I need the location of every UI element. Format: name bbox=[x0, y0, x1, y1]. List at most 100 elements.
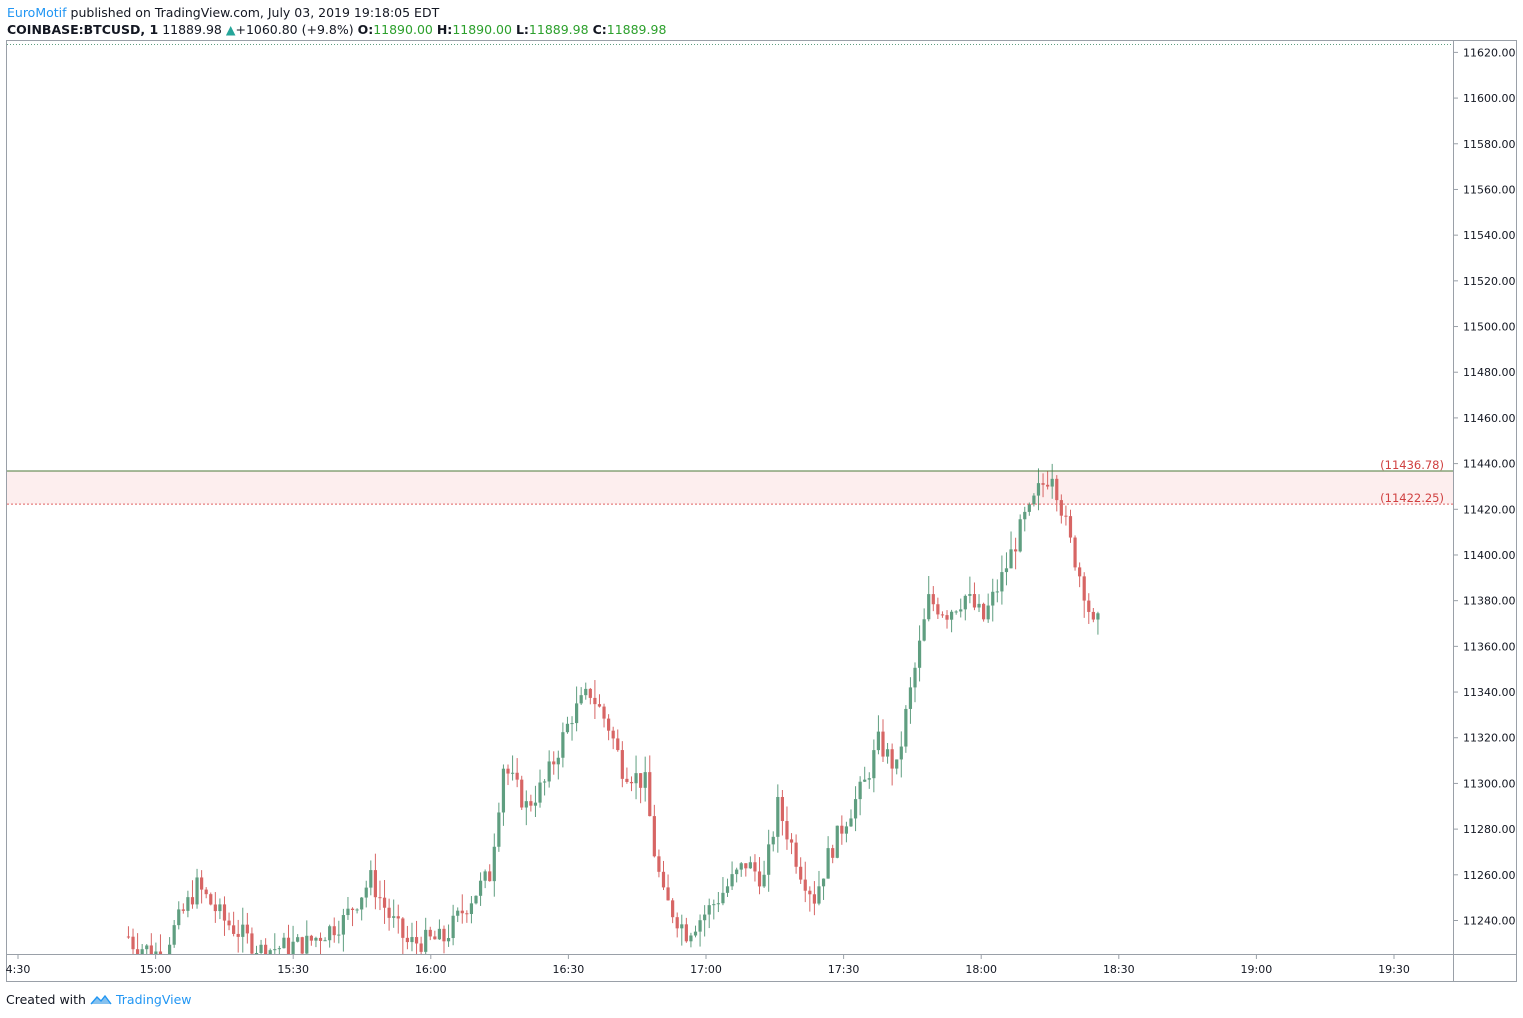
candle-body-up bbox=[186, 897, 190, 911]
candle-body-up bbox=[908, 687, 913, 709]
candle-body-down bbox=[401, 918, 405, 938]
plot-border bbox=[6, 40, 1517, 982]
candle-body-up bbox=[853, 799, 858, 819]
candle-body-up bbox=[282, 937, 286, 949]
candle-body-down bbox=[931, 594, 935, 605]
candle-body-up bbox=[501, 768, 506, 813]
candle-body-up bbox=[1004, 568, 1009, 573]
last-price: 11889.98 bbox=[162, 22, 222, 37]
candle-body-up bbox=[337, 934, 341, 936]
candle-body-down bbox=[300, 937, 304, 954]
time-tick-label: 16:00 bbox=[415, 963, 447, 976]
price-chart[interactable]: (11436.78) (11422.25) 11620.0011600.0011… bbox=[0, 0, 1523, 990]
candle-body-up bbox=[1032, 495, 1036, 505]
candle-body-up bbox=[570, 723, 574, 725]
candle-body-down bbox=[629, 781, 634, 784]
candle-body-up bbox=[872, 750, 876, 779]
candle-body-down bbox=[309, 935, 313, 941]
price-tick-label: 11540.00 bbox=[1463, 229, 1516, 242]
candle-body-down bbox=[488, 871, 492, 882]
candle-body-down bbox=[753, 862, 757, 872]
candle-body-up bbox=[177, 909, 181, 926]
candle-body-down bbox=[200, 877, 204, 890]
price-tick-label: 11400.00 bbox=[1463, 549, 1516, 562]
candle-body-down bbox=[378, 897, 382, 899]
candle-body-down bbox=[1091, 611, 1095, 620]
tradingview-link[interactable]: TradingView bbox=[115, 992, 192, 1007]
close-value: 11889.98 bbox=[606, 22, 667, 37]
candle-body-up bbox=[1096, 613, 1100, 620]
candle-body-up bbox=[218, 904, 222, 912]
candle-body-down bbox=[1059, 500, 1063, 516]
candle-body-down bbox=[190, 897, 195, 905]
candle-body-down bbox=[620, 750, 624, 779]
candle-body-down bbox=[1055, 478, 1059, 501]
candle-body-down bbox=[442, 928, 446, 942]
time-tick-label: 16:30 bbox=[553, 963, 585, 976]
candle-body-down bbox=[1068, 516, 1073, 538]
candle-body-up bbox=[323, 940, 327, 942]
candle-body-up bbox=[168, 944, 172, 954]
candle-body-down bbox=[414, 937, 419, 944]
low-value: 11889.98 bbox=[528, 22, 589, 37]
candle-body-up bbox=[424, 929, 428, 952]
candle-body-up bbox=[1027, 504, 1031, 512]
candle-body-up bbox=[410, 937, 414, 943]
candle-body-down bbox=[515, 772, 519, 780]
candle-body-up bbox=[579, 695, 583, 704]
candle-body-down bbox=[785, 821, 789, 840]
candle-body-up bbox=[991, 591, 995, 606]
candle-body-down bbox=[744, 863, 748, 869]
candle-body-down bbox=[593, 697, 597, 705]
candle-body-up bbox=[712, 904, 716, 906]
candle-body-up bbox=[643, 772, 647, 788]
candle-body-down bbox=[657, 856, 661, 872]
candle-body-up bbox=[296, 937, 300, 942]
candle-body-up bbox=[1009, 549, 1013, 569]
candle-body-up bbox=[533, 802, 538, 806]
candle-body-up bbox=[885, 749, 890, 757]
candle-body-down bbox=[831, 848, 835, 858]
candle-body-down bbox=[286, 937, 291, 954]
candle-body-up bbox=[767, 844, 771, 875]
candle-body-down bbox=[794, 842, 798, 867]
candle-body-down bbox=[204, 889, 208, 895]
candle-body-down bbox=[1046, 484, 1050, 487]
tradingview-logo-icon bbox=[90, 994, 112, 1004]
candle-body-down bbox=[661, 871, 666, 888]
candle-body-up bbox=[817, 886, 821, 904]
candle-body-down bbox=[812, 894, 816, 904]
candle-body-up bbox=[949, 611, 954, 620]
candle-body-down bbox=[1014, 549, 1018, 552]
candle-body-down bbox=[945, 615, 949, 620]
candle-body-up bbox=[542, 781, 547, 783]
candle-body-up bbox=[305, 935, 309, 954]
candle-body-down bbox=[428, 929, 432, 937]
candle-body-down bbox=[666, 887, 670, 901]
author-name[interactable]: EuroMotif bbox=[7, 5, 67, 20]
candle-body-up bbox=[456, 910, 460, 916]
candle-body-down bbox=[181, 909, 185, 911]
candle-body-down bbox=[520, 779, 524, 808]
price-change: +1060.80 (+9.8%) bbox=[235, 22, 354, 37]
candle-body-up bbox=[437, 928, 442, 940]
candle-body-down bbox=[350, 908, 355, 911]
candle-body-up bbox=[446, 938, 451, 942]
candle-body-down bbox=[1078, 567, 1082, 577]
candle-body-down bbox=[757, 871, 762, 887]
open-value: 11890.00 bbox=[373, 22, 433, 37]
candle-body-down bbox=[460, 910, 464, 914]
candle-body-up bbox=[341, 915, 345, 935]
price-tick-label: 11580.00 bbox=[1463, 138, 1516, 151]
candle-body-up bbox=[776, 797, 780, 837]
candle-body-up bbox=[314, 937, 318, 941]
time-tick-label: 17:00 bbox=[690, 963, 722, 976]
candle-body-up bbox=[524, 801, 528, 808]
candle-body-down bbox=[840, 825, 844, 834]
close-label: C: bbox=[592, 22, 607, 37]
candle-body-up bbox=[1000, 572, 1004, 592]
candle-body-up bbox=[360, 897, 364, 910]
up-triangle-icon: ▲ bbox=[225, 22, 236, 37]
candle-body-down bbox=[982, 603, 986, 620]
candle-body-down bbox=[209, 894, 213, 905]
